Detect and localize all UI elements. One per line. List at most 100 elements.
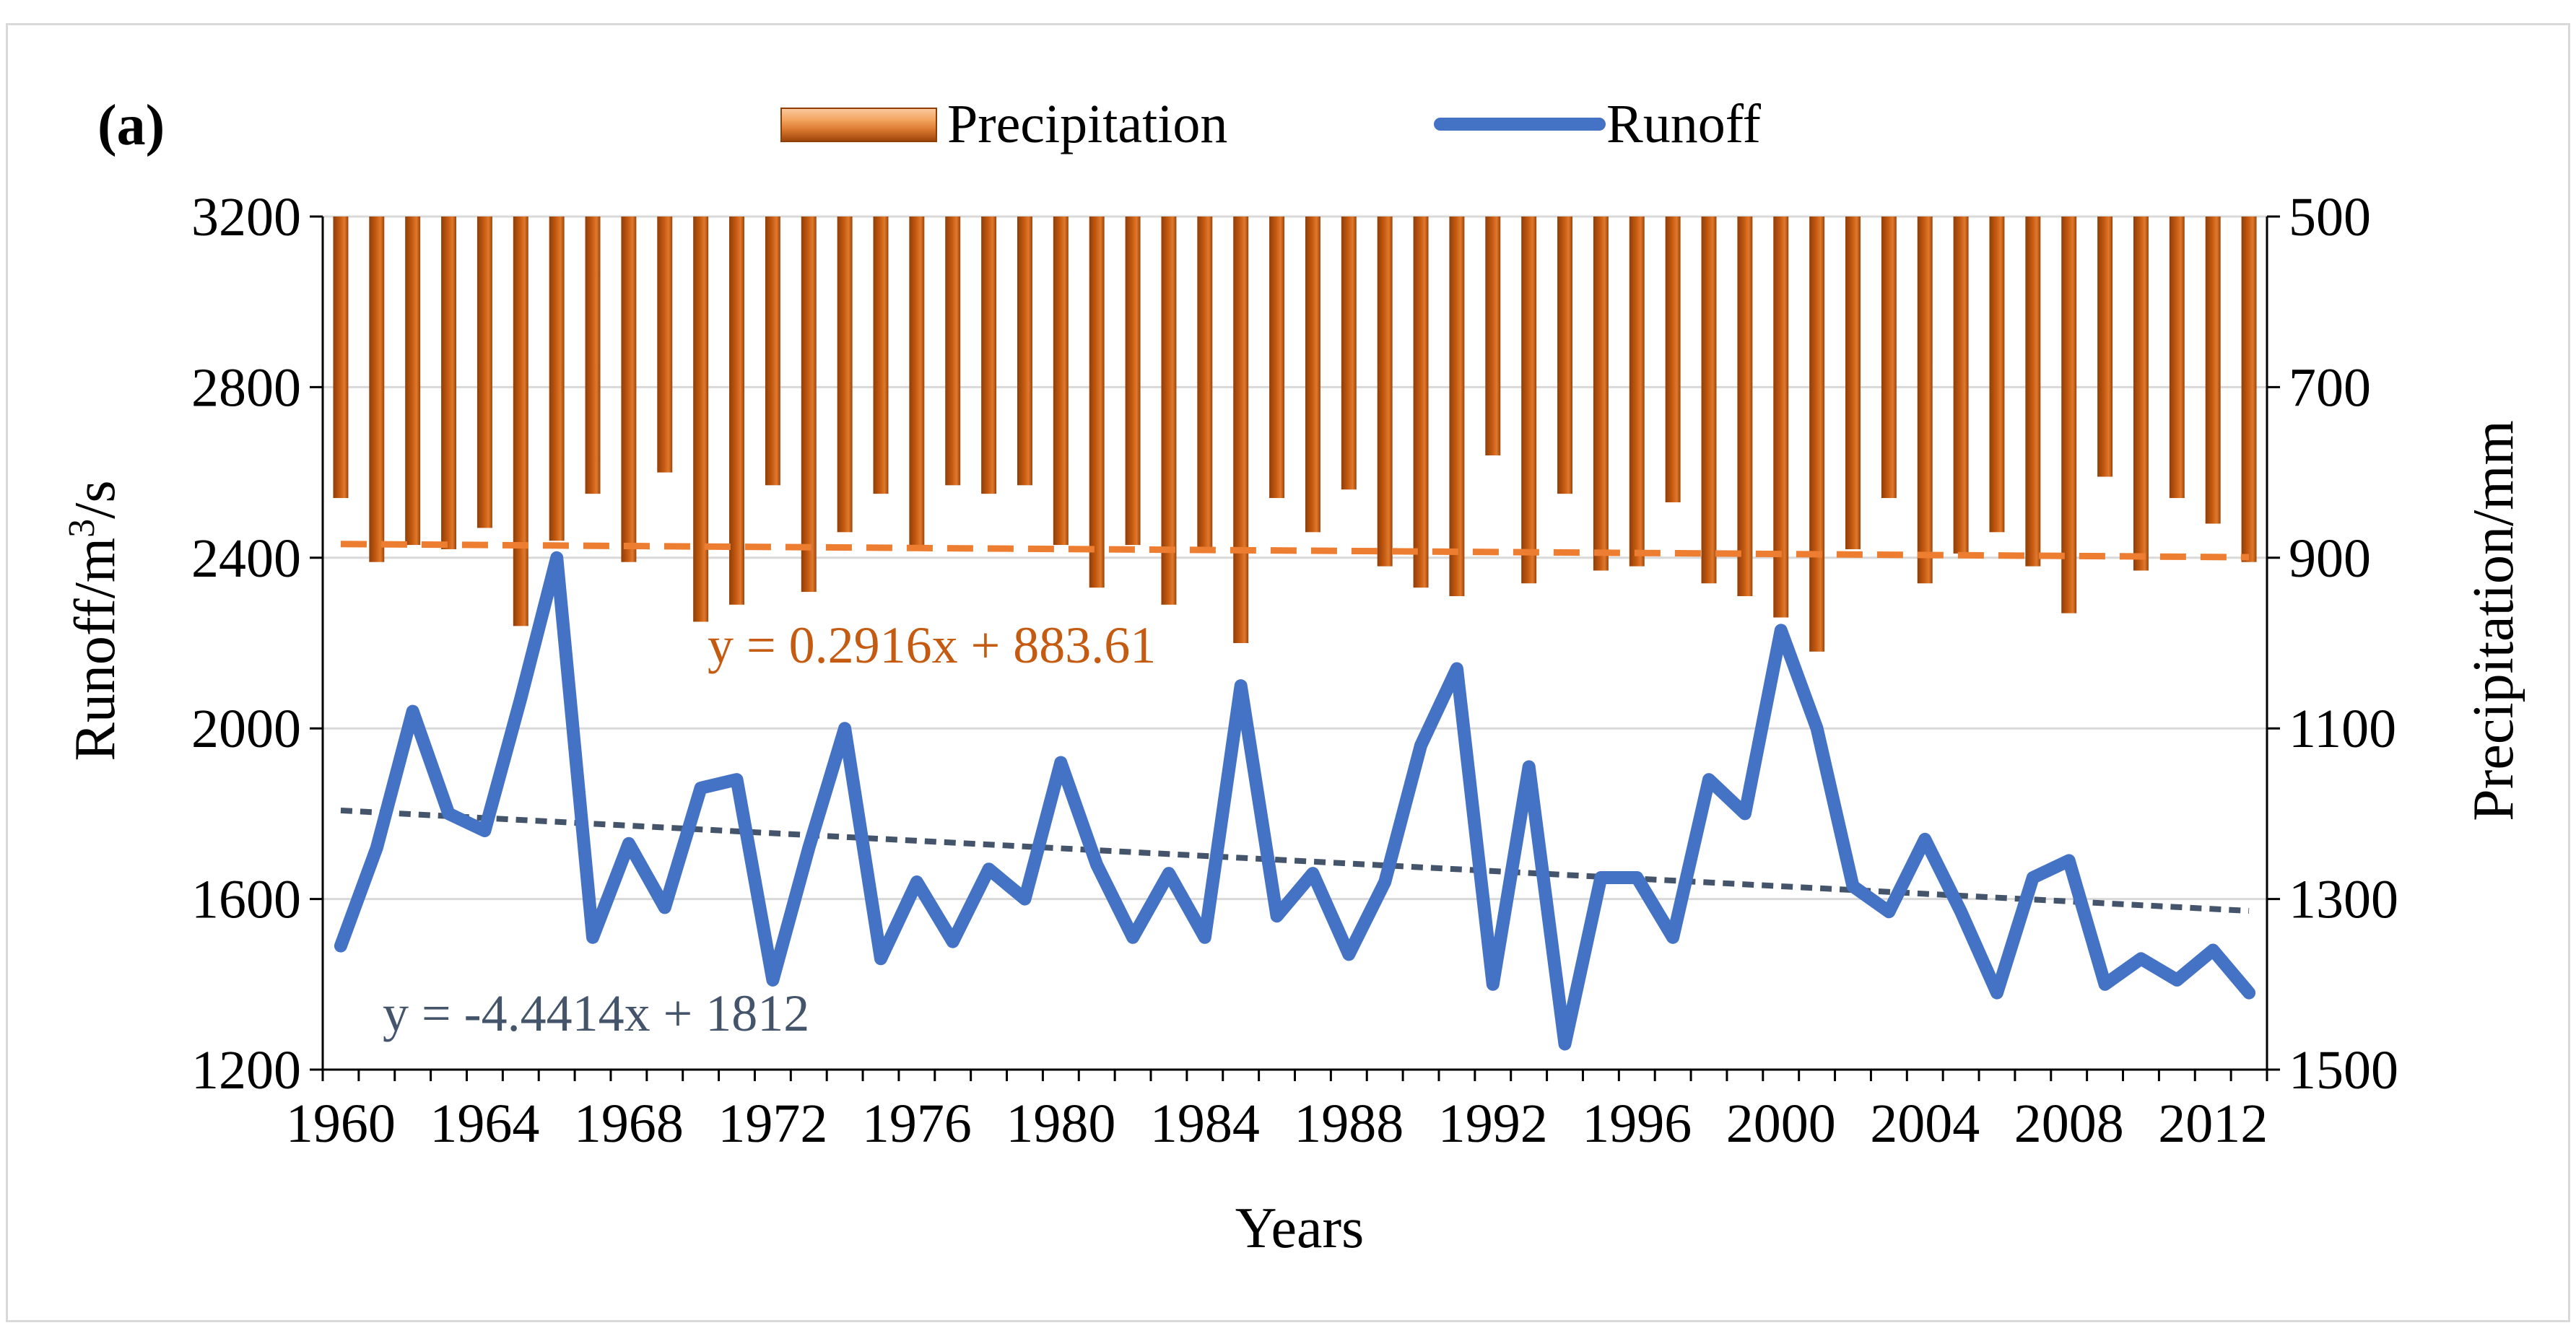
runoff-trendline	[340, 807, 2250, 914]
precipitation-bar	[1017, 217, 1032, 486]
precipitation-bar	[441, 217, 457, 549]
precipitation-bar	[909, 217, 925, 546]
precipitation-bar	[1269, 217, 1285, 499]
precipitation-bar	[1809, 217, 1825, 652]
precipitation-bar	[405, 217, 421, 546]
tick-labels: 1200 1600 2000 2400 2800 3200 500 700 900 1100 130…	[191, 187, 2398, 1154]
precipitation-bar	[1197, 217, 1213, 549]
precipitation-bar	[2061, 217, 2077, 613]
x-tick-label: 1972	[718, 1093, 827, 1154]
precipitation-bars	[333, 217, 2257, 652]
precipitation-bar	[585, 217, 601, 494]
x-tick-label: 1996	[1582, 1093, 1692, 1154]
precipitation-bar	[1629, 217, 1645, 567]
precipitation-bar	[1413, 217, 1429, 588]
precipitation-bar	[1521, 217, 1537, 584]
right-tick-label: 500	[2289, 187, 2371, 248]
precipitation-bar	[1845, 217, 1861, 549]
precip-trendline	[340, 541, 2250, 561]
precipitation-bar	[981, 217, 997, 494]
x-tick-label: 1984	[1150, 1093, 1260, 1154]
precipitation-bar	[1089, 217, 1105, 588]
right-tick-label: 700	[2289, 357, 2371, 418]
precipitation-bar	[1881, 217, 1897, 499]
left-tick-label: 3200	[191, 187, 301, 248]
precipitation-bar	[369, 217, 385, 562]
precipitation-bar	[1593, 217, 1609, 571]
x-tick-label: 1960	[286, 1093, 396, 1154]
x-tick-label: 2000	[1726, 1093, 1836, 1154]
trendlines	[340, 541, 2250, 914]
precipitation-bar	[477, 217, 492, 528]
precipitation-bar	[2133, 217, 2149, 571]
x-tick-label: 1968	[574, 1093, 684, 1154]
left-tick-label: 2000	[191, 699, 301, 759]
x-tick-label: 1992	[1438, 1093, 1548, 1154]
precipitation-bar	[1305, 217, 1320, 533]
precipitation-bar	[693, 217, 709, 622]
precipitation-bar	[1557, 217, 1573, 494]
precipitation-bar	[657, 217, 673, 473]
precipitation-bar	[513, 217, 528, 626]
right-tick-label: 1500	[2289, 1040, 2398, 1101]
precipitation-bar	[2169, 217, 2185, 499]
precipitation-bar	[2205, 217, 2221, 524]
precipitation-bar	[1989, 217, 2005, 533]
x-tick-label: 1988	[1294, 1093, 1404, 1154]
runoff-trend-equation: y = -4.4414x + 1812	[383, 984, 809, 1042]
runoff-line	[334, 551, 2256, 1051]
x-tick-label: 2008	[2014, 1093, 2124, 1154]
precipitation-bar	[765, 217, 780, 486]
precipitation-bar	[1053, 217, 1069, 546]
left-axis-title: Runoff/m3/s	[61, 480, 127, 761]
x-tick-label: 2012	[2158, 1093, 2268, 1154]
chart-frame	[6, 23, 2570, 1322]
precipitation-bar	[1377, 217, 1393, 567]
precipitation-bar	[549, 217, 565, 541]
precipitation-bar	[1665, 217, 1681, 502]
precipitation-bar	[2025, 217, 2041, 567]
x-tick-label: 1964	[430, 1093, 539, 1154]
x-tick-label: 1980	[1006, 1093, 1115, 1154]
runoff-series	[334, 551, 2256, 1051]
panel-label: (a)	[97, 94, 165, 157]
x-axis-title: Years	[1235, 1197, 1365, 1260]
precipitation-bar	[729, 217, 744, 605]
right-tick-label: 900	[2289, 528, 2371, 589]
precipitation-bar	[2097, 217, 2113, 477]
precipitation-bar	[1701, 217, 1717, 584]
legend: Precipitation Runoff	[780, 94, 1762, 154]
left-tick-label: 1200	[191, 1040, 301, 1101]
axes	[310, 215, 2280, 1081]
precipitation-bar	[1233, 217, 1249, 643]
precipitation-bar	[1125, 217, 1141, 546]
left-tick-label: 2800	[191, 357, 301, 418]
precipitation-bar	[1773, 217, 1789, 618]
right-axis-title: Precipitation/mm	[2462, 420, 2525, 821]
legend-runoff-label: Runoff	[1606, 94, 1762, 154]
precipitation-bar	[1953, 217, 1969, 554]
precipitation-bar	[837, 217, 853, 533]
precipitation-bar	[873, 217, 889, 494]
right-tick-label: 1100	[2289, 699, 2396, 759]
precipitation-bar	[1737, 217, 1753, 596]
precipitation-bar	[1161, 217, 1177, 605]
left-tick-label: 2400	[191, 528, 301, 589]
x-tick-label: 2004	[1870, 1093, 1980, 1154]
precipitation-bar	[2241, 217, 2257, 562]
right-tick-label: 1300	[2289, 870, 2398, 930]
x-tick-label: 1976	[862, 1093, 972, 1154]
precip-trend-equation: y = 0.2916x + 883.61	[708, 616, 1156, 674]
precipitation-bar	[1917, 217, 1933, 584]
precipitation-bar	[945, 217, 961, 486]
precipitation-bar	[801, 217, 817, 593]
left-tick-label: 1600	[191, 870, 301, 930]
precipitation-bar	[1341, 217, 1357, 490]
legend-precipitation-swatch	[780, 108, 937, 142]
precipitation-bar	[621, 217, 637, 562]
precipitation-bar	[1449, 217, 1465, 596]
legend-precipitation-label: Precipitation	[947, 94, 1227, 154]
precipitation-bar	[333, 217, 349, 499]
precipitation-bar	[1485, 217, 1501, 455]
